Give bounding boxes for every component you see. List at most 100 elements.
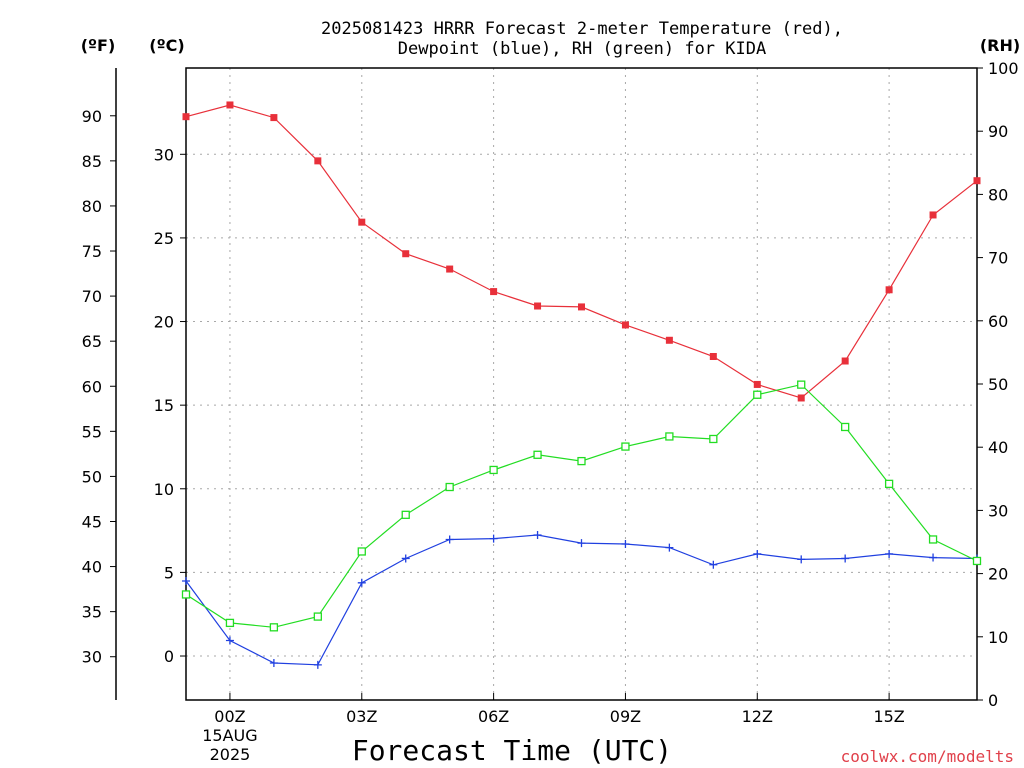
dewpoint-point [929, 553, 938, 562]
rh-point [709, 434, 718, 444]
temperature-point [446, 265, 454, 273]
grid [186, 68, 977, 700]
dewpoint-point [621, 540, 630, 549]
rh-point [665, 432, 674, 441]
dewpoint-point [489, 534, 498, 543]
x-tick-label: 06Z [478, 707, 509, 726]
temperature-point [358, 218, 366, 226]
rh-tick-label: 20 [988, 565, 1008, 584]
temperature-point [226, 101, 234, 109]
temperature-point [885, 286, 893, 294]
f-tick-label: 80 [82, 197, 102, 216]
x-tick-label: 15Z [873, 707, 904, 726]
dewpoint-point [797, 555, 806, 564]
series-lines [181, 101, 982, 669]
rh-point [797, 380, 806, 389]
dewpoint-point [665, 543, 674, 552]
rh-series [181, 380, 982, 632]
rh-tick-label: 70 [988, 249, 1008, 268]
temperature-point [270, 114, 278, 122]
x-tick-label: 15AUG [202, 726, 257, 745]
celsius-axis-label: (ºC) [149, 36, 184, 55]
dewpoint-point [753, 549, 762, 558]
temperature-point [182, 113, 190, 121]
dewpoint-line [185, 534, 978, 666]
x-tick-label: 00Z [214, 707, 245, 726]
plot-frame [185, 67, 978, 701]
f-tick-label: 45 [82, 512, 102, 531]
f-tick-label: 35 [82, 603, 102, 622]
x-tick-label: 09Z [610, 707, 641, 726]
dewpoint-point [357, 578, 366, 587]
dewpoint-point [533, 531, 542, 540]
c-tick-label: 30 [154, 145, 174, 164]
x-tick-label: 03Z [346, 707, 377, 726]
temperature-point [753, 380, 761, 388]
rh-point [841, 422, 850, 432]
rh-point [357, 547, 366, 556]
temperature-point [973, 177, 981, 185]
rh-tick-label: 60 [988, 312, 1008, 331]
dewpoint-series [182, 531, 981, 669]
dewpoint-point [445, 535, 454, 544]
c-tick-label: 20 [154, 313, 174, 332]
temperature-point [709, 353, 717, 361]
temperature-point [314, 157, 322, 165]
title-line-2: Dewpoint (blue), RH (green) for KIDA [398, 39, 766, 59]
fahrenheit-axis-label: (ºF) [81, 36, 116, 55]
temperature-line [185, 104, 978, 399]
f-tick-label: 55 [82, 422, 102, 441]
c-tick-label: 5 [164, 563, 174, 582]
f-tick-label: 70 [82, 287, 102, 306]
credit-link[interactable]: coolwx.com/modelts [841, 747, 1014, 766]
title: 2025081423 HRRR Forecast 2-meter Tempera… [321, 19, 843, 59]
rh-point [884, 479, 894, 489]
rh-point [533, 450, 542, 459]
dewpoint-point [885, 549, 894, 558]
f-tick-label: 60 [82, 377, 102, 396]
rh-tick-label: 30 [988, 501, 1008, 520]
temperature-point [797, 394, 805, 402]
rh-tick-label: 50 [988, 375, 1008, 394]
rh-tick-label: 90 [988, 122, 1008, 141]
rh-tick-label: 0 [988, 691, 998, 710]
c-tick-label: 25 [154, 229, 174, 248]
rh-tick-label: 40 [988, 438, 1008, 457]
temperature-point [841, 357, 849, 365]
temperature-point [929, 211, 937, 219]
f-tick-label: 90 [82, 107, 102, 126]
title-line-1: 2025081423 HRRR Forecast 2-meter Tempera… [321, 19, 843, 39]
rh-tick-label: 80 [988, 185, 1008, 204]
c-tick-label: 10 [154, 480, 174, 499]
f-tick-label: 50 [82, 467, 102, 486]
temperature-point [402, 250, 410, 258]
rh-point [753, 390, 762, 399]
dewpoint-point [225, 636, 234, 645]
dewpoint-point [709, 560, 718, 569]
x-tick-label: 2025 [210, 745, 251, 764]
rh-tick-label: 10 [988, 628, 1008, 647]
dewpoint-point [313, 660, 322, 669]
x-axis-title: Forecast Time (UTC) [352, 734, 672, 767]
rh-point [313, 612, 322, 621]
rh-point [181, 590, 191, 599]
f-tick-label: 85 [82, 152, 102, 171]
f-tick-label: 30 [82, 648, 102, 667]
c-tick-label: 0 [164, 647, 174, 666]
rh-point [928, 535, 938, 544]
temperature-point [534, 302, 542, 310]
rh-point [577, 456, 586, 466]
temperature-series [182, 101, 981, 402]
dewpoint-point [577, 539, 586, 548]
x-tick-label: 12Z [742, 707, 773, 726]
temperature-point [665, 336, 673, 344]
f-tick-label: 65 [82, 332, 102, 351]
dewpoint-point [182, 576, 190, 585]
temperature-point [621, 321, 629, 329]
f-tick-label: 40 [82, 558, 102, 577]
f-tick-label: 75 [82, 242, 102, 261]
dewpoint-point [401, 554, 410, 563]
rh-point [225, 618, 235, 628]
rh-point [489, 465, 498, 475]
